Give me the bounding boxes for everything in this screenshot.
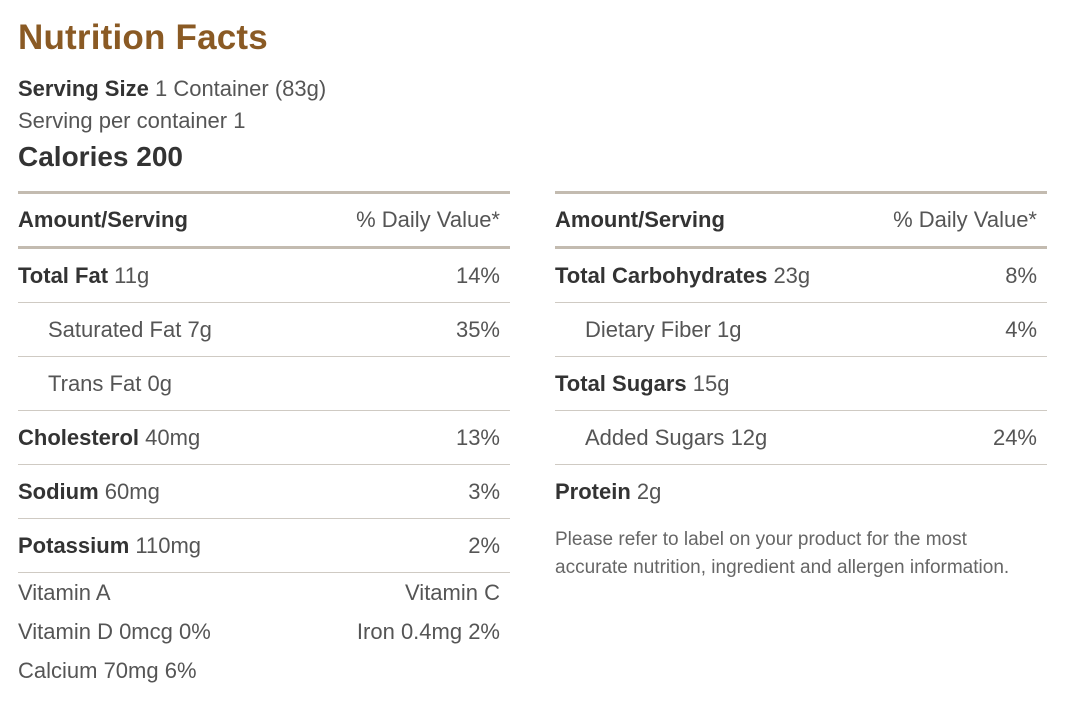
nutrient-name: Dietary Fiber	[585, 316, 711, 342]
nutrient-percent: 3%	[468, 478, 500, 504]
nutrient-amount: 60mg	[104, 478, 160, 504]
nutrient-name: Cholesterol	[18, 424, 140, 450]
amount-serving-header: Amount/Serving	[555, 207, 725, 232]
nutrient-row-potassium: Potassium 110mg 2%	[18, 519, 510, 573]
vitamin-row: Vitamin A Vitamin C	[18, 573, 510, 612]
nutrient-percent: 14%	[455, 262, 500, 288]
daily-value-header: % Daily Value*	[893, 207, 1037, 232]
nutrient-name: Saturated Fat	[48, 316, 182, 342]
nutrient-amount: 1g	[717, 316, 742, 342]
nutrient-row-total-sugars: Total Sugars 15g	[555, 357, 1047, 411]
nutrient-name: Added Sugars	[585, 424, 725, 450]
nutrient-name: Trans Fat	[48, 370, 142, 396]
nutrient-row-dietary-fiber: Dietary Fiber 1g 4%	[555, 303, 1047, 357]
nutrient-amount: 7g	[187, 316, 212, 342]
nutrient-name: Total Carbohydrates	[555, 262, 768, 288]
iron: Iron 0.4mg 2%	[356, 618, 500, 644]
nutrient-row-cholesterol: Cholesterol 40mg 13%	[18, 411, 510, 465]
serving-size-value: 1 Container (83g)	[154, 76, 327, 101]
vitamins-section: Vitamin A Vitamin C Vitamin D 0mcg 0% Ir…	[18, 573, 510, 690]
calories: Calories 200	[18, 141, 183, 172]
nutrient-row-total-carbohydrates: Total Carbohydrates 23g 8%	[555, 249, 1047, 303]
table-header: Amount/Serving % Daily Value*	[18, 194, 510, 249]
vitamin-a: Vitamin A	[18, 579, 111, 605]
nutrient-percent: 2%	[468, 532, 500, 558]
nutrient-amount: 40mg	[145, 424, 201, 450]
page-title: Nutrition Facts	[18, 18, 268, 57]
nutrient-percent: 24%	[992, 424, 1037, 450]
vitamin-c: Vitamin C	[405, 579, 500, 605]
nutrient-percent: 8%	[1005, 262, 1037, 288]
nutrient-row-trans-fat: Trans Fat 0g	[18, 357, 510, 411]
amount-serving-header: Amount/Serving	[18, 207, 188, 232]
nutrient-name: Potassium	[18, 532, 130, 558]
calcium: Calcium 70mg 6%	[18, 657, 197, 683]
nutrient-amount: 11g	[114, 262, 150, 288]
disclaimer-note: Please refer to label on your product fo…	[555, 529, 1010, 578]
nutrient-row-saturated-fat: Saturated Fat 7g 35%	[18, 303, 510, 357]
table-header: Amount/Serving % Daily Value*	[555, 194, 1047, 249]
serving-size-label: Serving Size	[18, 76, 149, 101]
vitamin-row: Calcium 70mg 6%	[18, 651, 510, 690]
nutrient-amount: 15g	[692, 370, 730, 396]
nutrient-row-total-fat: Total Fat 11g 14%	[18, 249, 510, 303]
nutrient-name: Sodium	[18, 478, 99, 504]
nutrient-percent: 35%	[455, 316, 500, 342]
nutrient-row-protein: Protein 2g	[555, 465, 1047, 518]
servings-per-container: Serving per container 1	[18, 108, 246, 133]
nutrient-amount: 110mg	[135, 532, 202, 558]
nutrient-amount: 0g	[147, 370, 172, 396]
nutrient-amount: 23g	[773, 262, 811, 288]
nutrient-percent: 4%	[1005, 316, 1037, 342]
nutrient-percent: 13%	[455, 424, 500, 450]
nutrient-row-added-sugars: Added Sugars 12g 24%	[555, 411, 1047, 465]
nutrient-amount: 12g	[730, 424, 768, 450]
nutrient-name: Protein	[555, 478, 631, 504]
vitamin-d: Vitamin D 0mcg 0%	[18, 618, 211, 644]
nutrient-name: Total Fat	[18, 262, 109, 288]
nutrient-table-right: Amount/Serving % Daily Value* Total Carb…	[555, 191, 1047, 582]
nutrient-amount: 2g	[636, 478, 662, 504]
nutrient-table-left: Amount/Serving % Daily Value* Total Fat …	[18, 191, 510, 690]
nutrient-row-sodium: Sodium 60mg 3%	[18, 465, 510, 519]
serving-size: Serving Size 1 Container (83g)	[18, 76, 326, 102]
nutrient-name: Total Sugars	[555, 370, 687, 396]
daily-value-header: % Daily Value*	[356, 207, 500, 232]
vitamin-row: Vitamin D 0mcg 0% Iron 0.4mg 2%	[18, 612, 510, 651]
